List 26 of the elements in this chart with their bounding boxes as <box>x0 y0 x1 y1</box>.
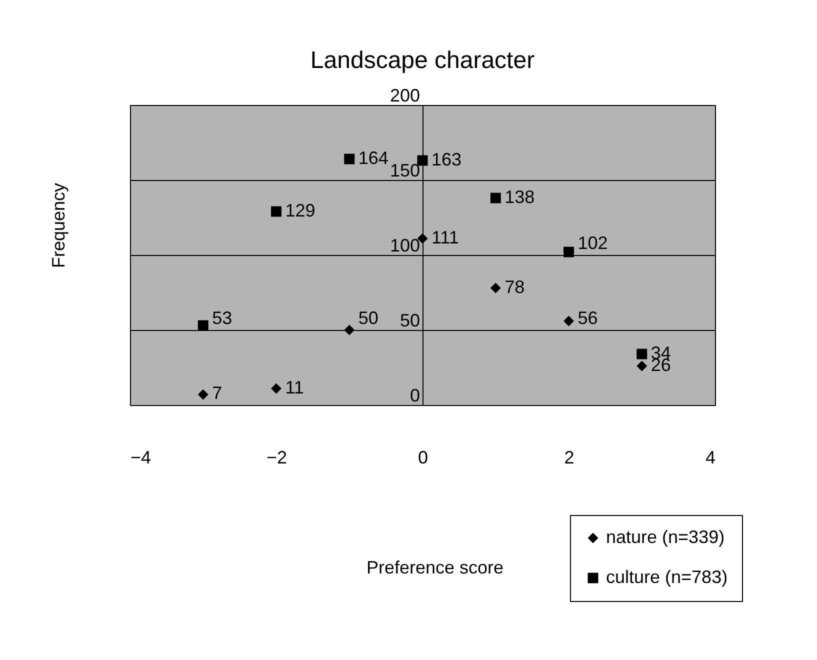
data-label: 50 <box>358 308 378 328</box>
legend-label: nature (n=339) <box>606 527 725 547</box>
y-tick-label: 200 <box>390 86 420 106</box>
data-label: 138 <box>504 187 535 207</box>
data-label: 53 <box>212 308 232 328</box>
chart-title: Landscape character <box>310 47 535 74</box>
x-tick-label: −2 <box>266 448 288 468</box>
x-tick-label: −4 <box>130 448 152 468</box>
x-tick-label: 2 <box>564 448 574 468</box>
y-axis-title: Frequency <box>48 182 68 268</box>
data-label: 102 <box>578 233 608 253</box>
x-tick-label: 4 <box>705 448 716 468</box>
legend-label: culture (n=783) <box>606 567 728 587</box>
data-label: 56 <box>578 308 598 328</box>
data-label: 129 <box>285 200 316 220</box>
y-tick-label: 50 <box>400 310 420 330</box>
y-tick-label: 0 <box>410 386 420 406</box>
data-label: 11 <box>285 378 304 398</box>
data-label: 78 <box>504 277 525 297</box>
data-label: 111 <box>432 228 459 248</box>
data-label: 163 <box>432 150 462 170</box>
data-label: 7 <box>212 383 222 403</box>
x-axis-title: Preference score <box>366 558 504 578</box>
data-label: 164 <box>358 148 388 168</box>
y-tick-label: 100 <box>390 236 420 256</box>
y-tick-label: 150 <box>390 160 420 180</box>
